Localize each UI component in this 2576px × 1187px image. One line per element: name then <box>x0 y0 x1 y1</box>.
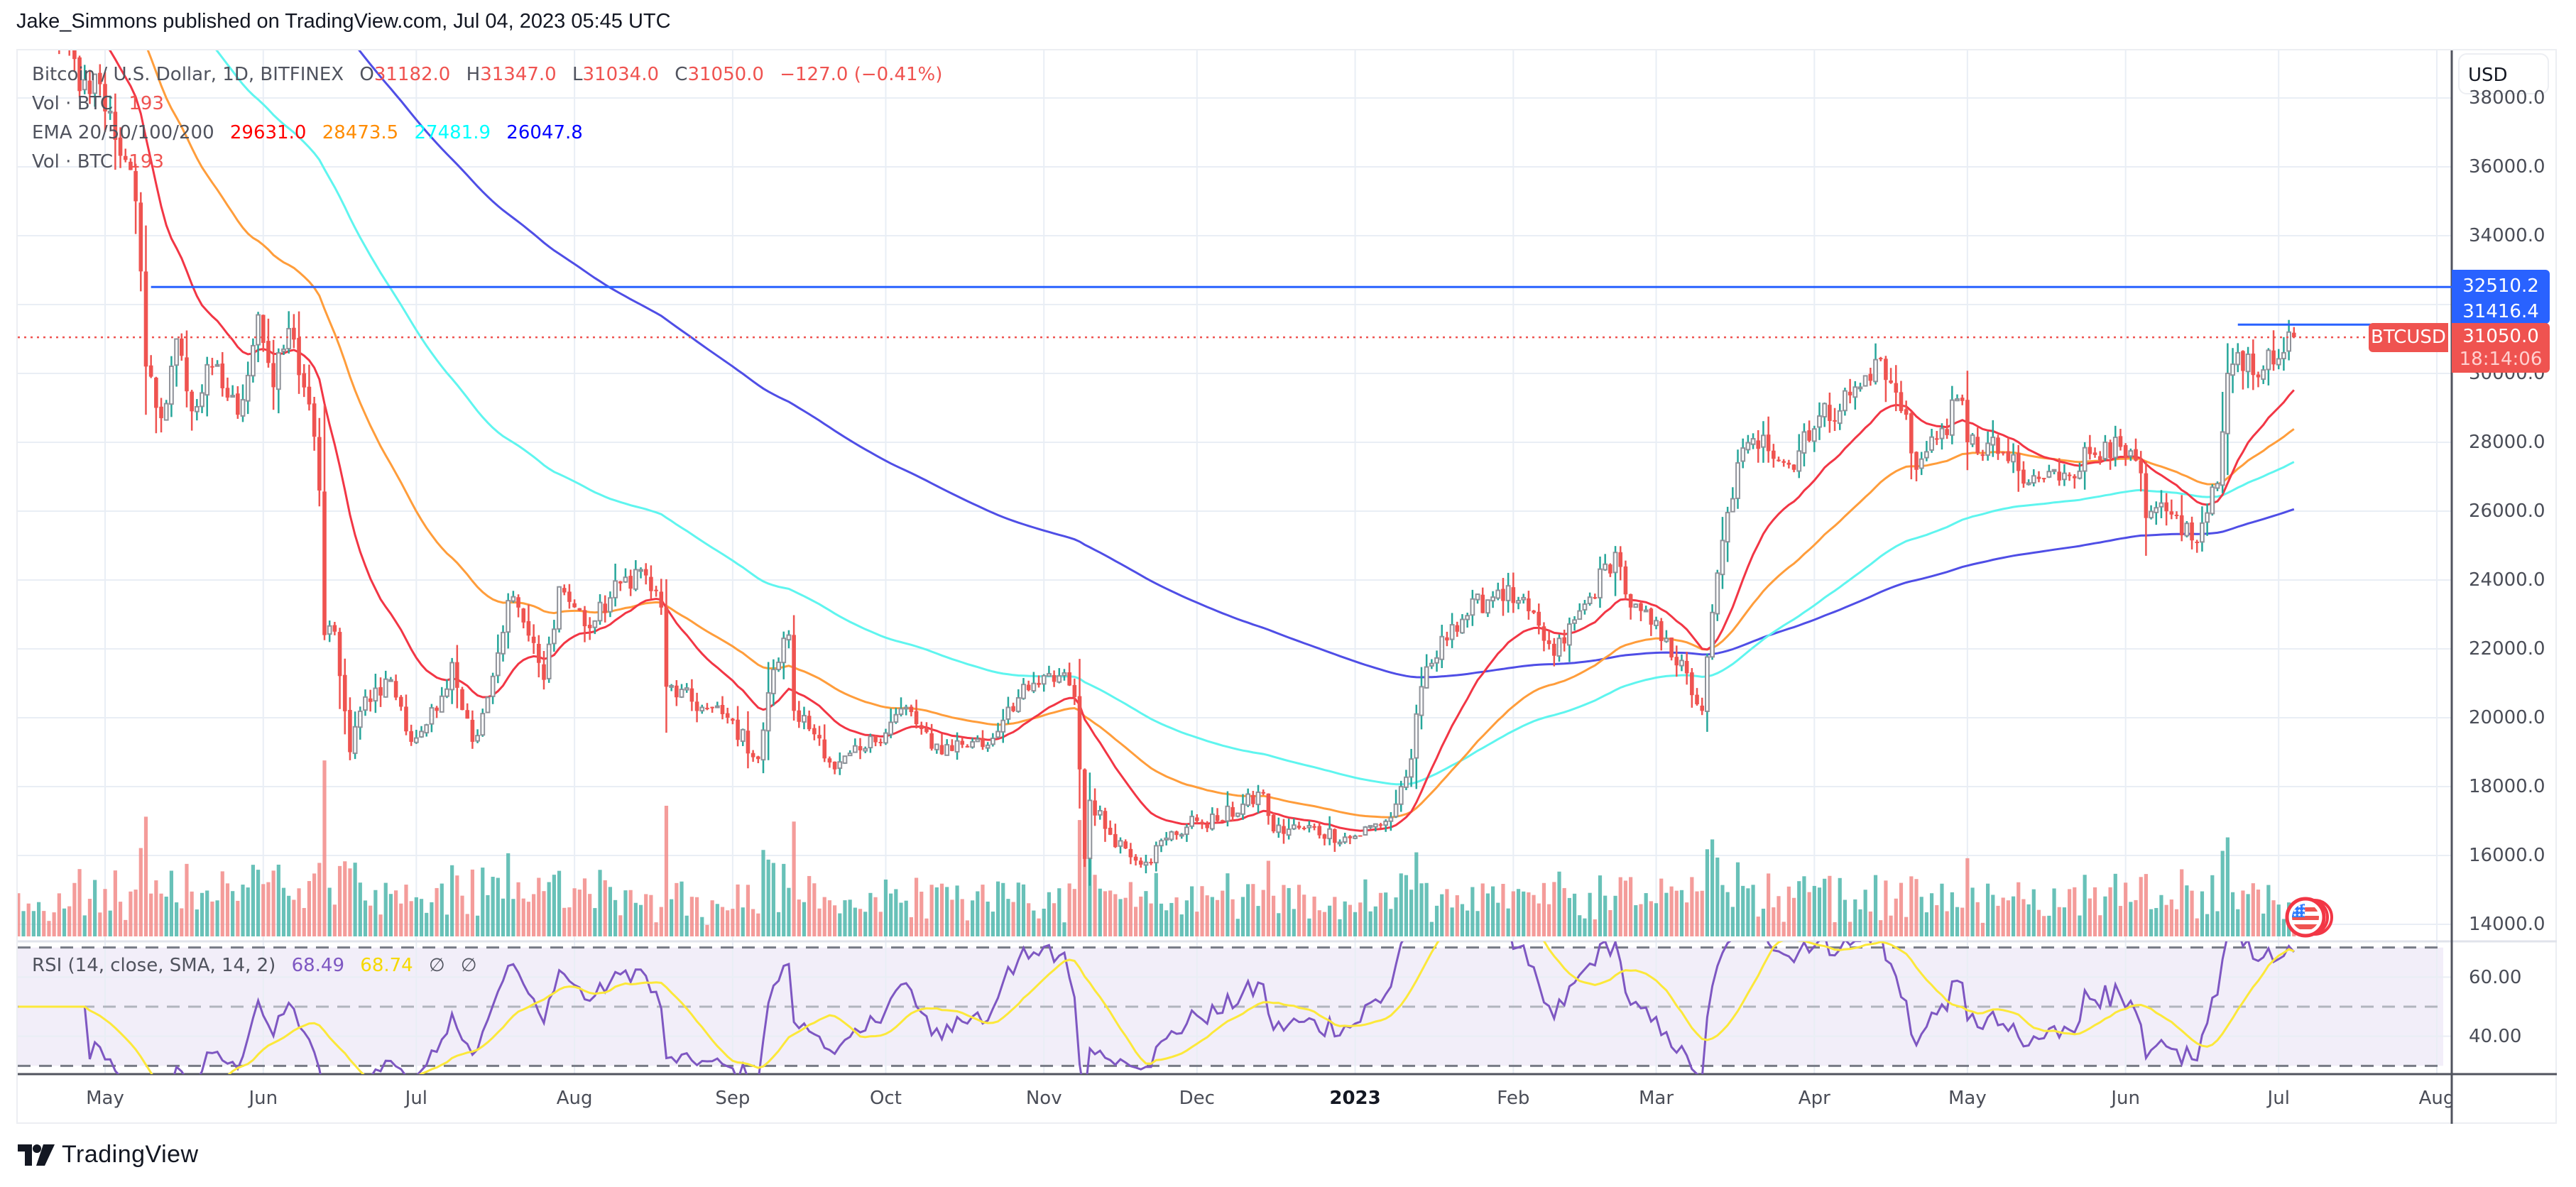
time-tick: Aug <box>556 1088 593 1109</box>
time-tick: Jun <box>2111 1088 2140 1109</box>
volume-legend[interactable]: Vol · BTC 193 <box>32 93 174 114</box>
rsi-na-1: ∅ <box>428 955 445 976</box>
last-price-value: 31050.0 <box>2462 326 2539 347</box>
publish-info: Jake_Simmons published on TradingView.co… <box>16 10 671 33</box>
chart-frame <box>16 49 2557 1124</box>
price-tick: 16000.0 <box>2469 845 2545 866</box>
time-tick: Sep <box>715 1088 751 1109</box>
svg-text:★★★: ★★★ <box>2293 908 2306 914</box>
ema50-value: 28473.5 <box>322 122 399 143</box>
time-tick: 2023 <box>1329 1088 1381 1109</box>
price-tick: 38000.0 <box>2469 87 2545 109</box>
change-value: −127.0 (−0.41%) <box>780 64 943 85</box>
tradingview-logo[interactable]: TradingView <box>18 1141 199 1169</box>
price-tick: 14000.0 <box>2469 914 2545 935</box>
tradingview-logo-text: TradingView <box>62 1141 199 1168</box>
time-tick: May <box>1948 1088 1987 1109</box>
volume-legend-2[interactable]: Vol · BTC 193 <box>32 151 174 173</box>
close-value: 31050.0 <box>687 64 764 85</box>
time-tick: Jun <box>249 1088 278 1109</box>
price-tick: 22000.0 <box>2469 638 2545 660</box>
hline-price-tag-2: 31416.4 <box>2452 301 2550 324</box>
open-label: O <box>359 64 374 85</box>
time-tick: Aug <box>2418 1088 2452 1109</box>
price-tick: 28000.0 <box>2469 432 2545 453</box>
bar-countdown: 18:14:06 <box>2459 349 2543 370</box>
high-label: H <box>466 64 481 85</box>
rsi-label: RSI (14, close, SMA, 14, 2) <box>32 955 276 976</box>
price-tick: 36000.0 <box>2469 156 2545 177</box>
time-tick: Nov <box>1025 1088 1062 1109</box>
rsi-tick-40: 40.00 <box>2469 1026 2522 1047</box>
symbol-title[interactable]: Bitcoin / U.S. Dollar, 1D, BITFINEX <box>32 64 344 85</box>
time-tick: Jul <box>2267 1088 2290 1109</box>
volume-value-2: 193 <box>129 151 164 173</box>
price-tick: 18000.0 <box>2469 776 2545 797</box>
rsi-tick-60: 60.00 <box>2469 967 2522 988</box>
time-tick: Mar <box>1639 1088 1674 1109</box>
volume-label-2: Vol · BTC <box>32 151 114 173</box>
high-value: 31347.0 <box>480 64 557 85</box>
time-axis[interactable]: May Jun Jul Aug Sep Oct Nov Dec 2023 Feb Mar Apr May… <box>0 0 2452 1187</box>
ema-label: EMA 20/50/100/200 <box>32 122 214 143</box>
ema200-value: 26047.8 <box>506 122 583 143</box>
rsi-na-2: ∅ <box>460 955 477 976</box>
last-price-tag: 31050.0 18:14:06 <box>2452 323 2550 373</box>
low-value: 31034.0 <box>582 64 660 85</box>
currency-selector[interactable]: USD <box>2458 53 2549 94</box>
open-value: 31182.0 <box>373 64 451 85</box>
symbol-legend: Bitcoin / U.S. Dollar, 1D, BITFINEX O311… <box>32 64 952 85</box>
time-tick: Feb <box>1497 1088 1530 1109</box>
price-tick: 20000.0 <box>2469 707 2545 728</box>
low-label: L <box>572 64 583 85</box>
price-tick: 24000.0 <box>2469 569 2545 591</box>
svg-text:★★★: ★★★ <box>2293 904 2306 909</box>
time-tick: Oct <box>869 1088 902 1109</box>
price-tick: 34000.0 <box>2469 225 2545 246</box>
svg-text:★★★: ★★★ <box>2293 912 2306 918</box>
volume-label: Vol · BTC <box>32 93 114 114</box>
time-tick: Dec <box>1179 1088 1215 1109</box>
price-tick: 26000.0 <box>2469 500 2545 522</box>
close-label: C <box>675 64 688 85</box>
tradingview-logo-icon <box>18 1144 55 1166</box>
hline-price-tag-1: 32510.2 <box>2452 270 2550 302</box>
ema20-value: 29631.0 <box>229 122 307 143</box>
rsi-value: 68.49 <box>291 955 345 976</box>
time-tick: Jul <box>405 1088 428 1109</box>
rsi-sma-value: 68.74 <box>360 955 413 976</box>
time-tick: May <box>86 1088 124 1109</box>
rsi-legend[interactable]: RSI (14, close, SMA, 14, 2) 68.49 68.74 … <box>32 955 487 976</box>
us-flag-events-icon[interactable]: ★★★ ★★★ ★★★ <box>2285 897 2336 941</box>
ema-legend[interactable]: EMA 20/50/100/200 29631.0 28473.5 27481.… <box>32 122 593 143</box>
time-tick: Apr <box>1798 1088 1830 1109</box>
volume-value: 193 <box>129 93 164 114</box>
ema100-value: 27481.9 <box>414 122 491 143</box>
symbol-price-label: BTCUSD <box>2369 323 2448 352</box>
